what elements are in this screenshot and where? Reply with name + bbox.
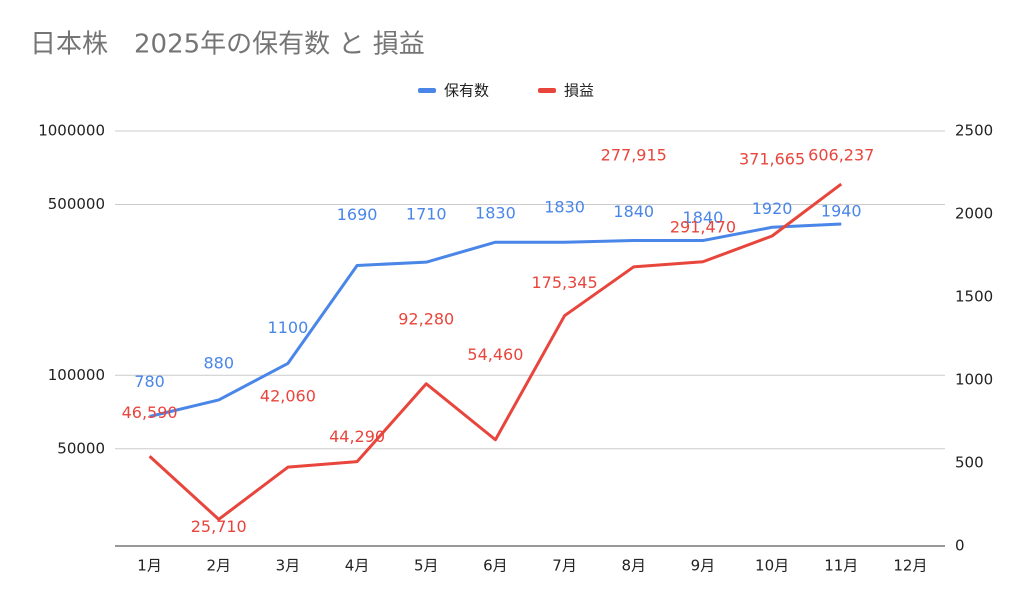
y2-tick-label: 1000 — [955, 371, 993, 389]
x-tick-label: 2月 — [206, 557, 231, 575]
data-label: 371,665 — [739, 149, 805, 168]
y2-tick-label: 2500 — [955, 122, 993, 140]
data-label: 25,710 — [191, 517, 247, 536]
data-label: 606,237 — [808, 146, 874, 165]
legend-label: 損益 — [564, 82, 594, 100]
y2-tick-label: 2000 — [955, 205, 993, 223]
data-label: 1710 — [406, 205, 447, 224]
legend-swatch — [538, 88, 556, 93]
data-label: 42,060 — [260, 387, 316, 406]
data-label: 1840 — [613, 202, 654, 221]
x-tick-label: 7月 — [552, 557, 577, 575]
data-label: 175,345 — [531, 273, 597, 292]
data-label: 1940 — [821, 201, 862, 220]
data-label: 1690 — [337, 205, 378, 224]
y2-tick-label: 0 — [955, 537, 965, 555]
x-tick-label: 11月 — [824, 557, 858, 575]
data-label: 54,460 — [467, 345, 523, 364]
x-tick-label: 4月 — [345, 557, 370, 575]
legend-label: 保有数 — [444, 82, 489, 100]
data-label: 1830 — [475, 204, 516, 223]
data-label: 46,590 — [122, 403, 178, 422]
data-label: 1830 — [544, 198, 585, 217]
data-label: 291,470 — [670, 217, 736, 236]
x-tick-label: 12月 — [893, 557, 927, 575]
data-label: 880 — [203, 353, 234, 372]
data-label: 1840 — [683, 208, 724, 227]
x-tick-label: 1月 — [137, 557, 162, 575]
x-tick-label: 5月 — [414, 557, 439, 575]
data-label: 92,280 — [398, 309, 454, 328]
data-label: 1100 — [268, 318, 309, 337]
y2-tick-label: 1500 — [955, 288, 993, 306]
legend-swatch — [418, 88, 436, 93]
chart-title: 日本株 2025年の保有数 と 損益 — [30, 30, 425, 60]
x-tick-label: 8月 — [621, 557, 646, 575]
series-line — [148, 182, 843, 521]
x-tick-label: 9月 — [691, 557, 716, 575]
data-label: 780 — [134, 372, 165, 391]
y2-tick-label: 500 — [955, 454, 984, 472]
x-tick-label: 10月 — [755, 557, 789, 575]
y-tick-label: 50000 — [57, 439, 105, 457]
x-tick-label: 3月 — [276, 557, 301, 575]
data-label: 1920 — [752, 199, 793, 218]
y-tick-label: 500000 — [48, 195, 105, 213]
y-tick-label: 100000 — [48, 366, 105, 384]
series-line — [149, 222, 842, 418]
y-tick-label: 1000000 — [38, 122, 105, 140]
data-label: 277,915 — [601, 145, 667, 164]
x-tick-label: 6月 — [483, 557, 508, 575]
data-label: 44,290 — [329, 427, 385, 446]
